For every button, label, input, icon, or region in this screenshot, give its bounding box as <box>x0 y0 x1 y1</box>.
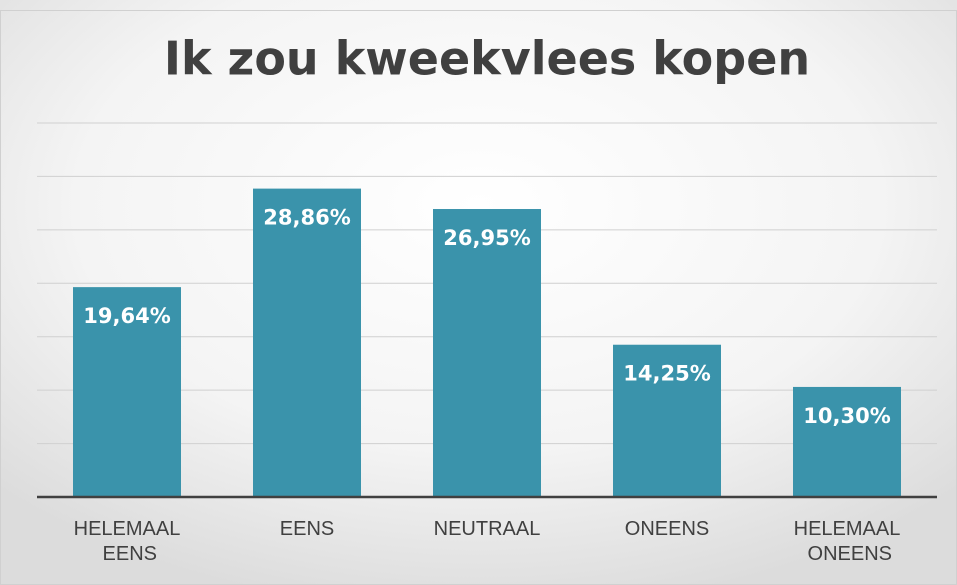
data-label: 28,86% <box>263 206 350 230</box>
bar <box>433 209 541 497</box>
bar <box>73 287 181 497</box>
bar <box>613 344 721 497</box>
x-tick-label: NEUTRAAL <box>434 518 541 540</box>
x-tick-label: ONEENS <box>625 518 709 540</box>
x-tick-label: HELEMAAL ONEENS <box>794 518 901 565</box>
data-label: 19,64% <box>83 304 170 328</box>
data-label: 10,30% <box>803 404 890 428</box>
chart-title: Ik zou kweekvlees kopen <box>164 32 810 86</box>
data-label: 14,25% <box>623 362 710 386</box>
data-label: 26,95% <box>443 226 530 250</box>
x-tick-label: HELEMAAL EENS <box>74 518 181 565</box>
x-tick-label: EENS <box>280 518 334 540</box>
bar <box>253 188 361 497</box>
bar <box>793 386 901 497</box>
